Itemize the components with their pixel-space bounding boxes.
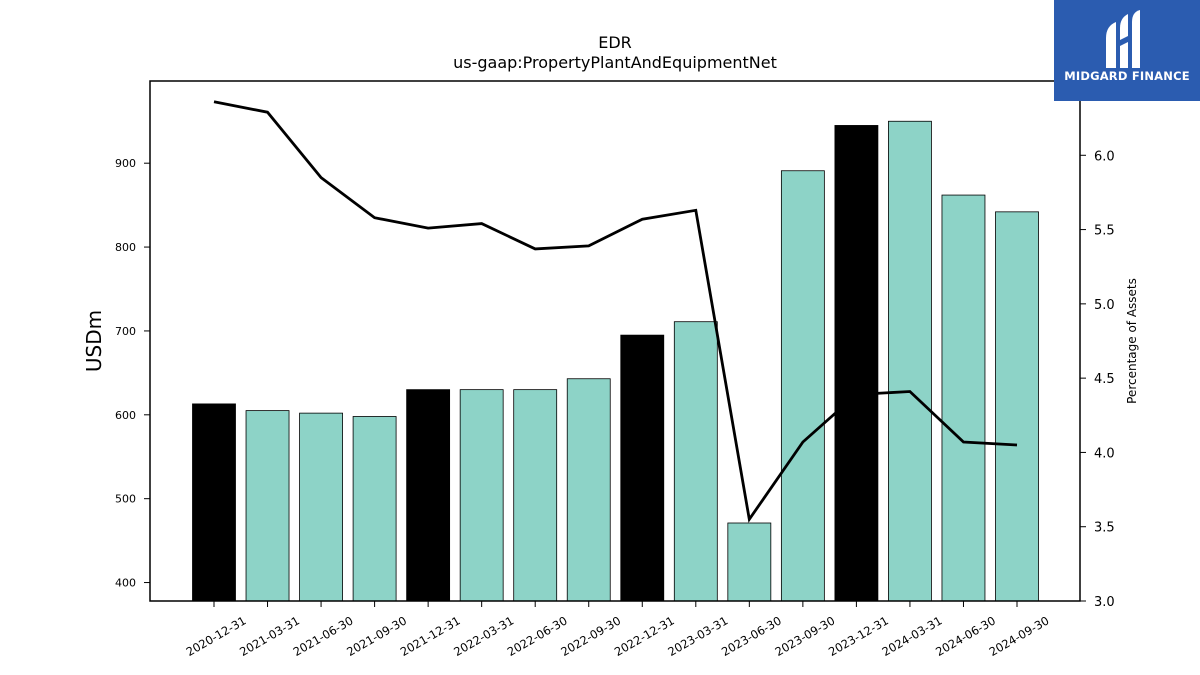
x-tick-label: 2021-06-30: [291, 613, 356, 659]
bar-2021-03-31: [245, 410, 290, 602]
x-tick-label: 2024-03-31: [880, 613, 945, 659]
y-tick-label: 400: [115, 577, 136, 590]
percentage-line: [213, 100, 1018, 523]
x-axis: 2020-12-312021-03-312021-06-302021-09-30…: [184, 601, 1052, 659]
line-group: [213, 100, 1018, 523]
bar-2023-03-31: [673, 321, 718, 602]
bar-2020-12-31: [192, 403, 236, 602]
bar-2021-12-31: [406, 389, 451, 602]
bar-2023-06-30: [727, 522, 772, 602]
bar-2024-06-30: [941, 194, 986, 602]
x-tick-label: 2023-09-30: [772, 613, 837, 659]
x-tick-label: 2022-12-31: [612, 613, 677, 659]
x-tick-label: 2021-09-30: [344, 613, 409, 659]
midgard-finance-logo: MIDGARD FINANCE: [1054, 0, 1200, 101]
x-tick-label: 2023-12-31: [826, 613, 891, 659]
chart-subtitle: us-gaap:PropertyPlantAndEquipmentNet: [453, 53, 777, 72]
y-axis: 400 500 600 700 800 900: [115, 157, 150, 590]
bar-2022-06-30: [513, 389, 558, 602]
bar-2021-09-30: [352, 416, 397, 602]
x-tick-label: 2022-03-31: [451, 613, 516, 659]
plot-frame: [149, 80, 1081, 602]
y2-tick-label: 4.0: [1094, 446, 1115, 461]
y-axis-label: USDm: [82, 310, 106, 372]
bar-2022-03-31: [459, 389, 504, 602]
y2-axis: 3.0 3.5 4.0 4.5 5.0 5.5 6.0: [1080, 149, 1115, 610]
chart-title: EDR: [598, 33, 632, 52]
bar-2024-09-30: [995, 211, 1039, 602]
y-tick-label: 800: [115, 241, 136, 254]
x-tick-label: 2022-06-30: [505, 613, 570, 659]
x-tick-label: 2021-12-31: [398, 613, 463, 659]
y2-tick-label: 5.0: [1094, 298, 1115, 313]
bar-2021-06-30: [299, 412, 343, 602]
y2-tick-label: 3.5: [1094, 521, 1115, 536]
y-tick-label: 500: [115, 493, 136, 506]
x-tick-label: 2024-09-30: [987, 613, 1052, 659]
y2-tick-label: 4.5: [1094, 372, 1115, 387]
x-tick-label: 2021-03-31: [237, 613, 302, 659]
y2-axis-label: Percentage of Assets: [1125, 278, 1139, 404]
bar-2023-12-31: [834, 125, 879, 602]
x-tick-label: 2020-12-31: [184, 613, 249, 659]
y-tick-label: 600: [115, 409, 136, 422]
x-tick-label: 2023-06-30: [719, 613, 784, 659]
x-tick-label: 2023-03-31: [665, 613, 730, 659]
y-tick-label: 900: [115, 157, 136, 170]
bar-2023-09-30: [780, 170, 825, 602]
bar-2022-09-30: [566, 378, 611, 602]
x-tick-label: 2024-06-30: [933, 613, 998, 659]
y-tick-label: 700: [115, 325, 136, 338]
bar-2024-03-31: [888, 120, 932, 602]
y2-tick-label: 3.0: [1094, 595, 1115, 610]
bar-2022-12-31: [620, 334, 665, 602]
y2-tick-label: 6.0: [1094, 149, 1115, 164]
logo-text: MIDGARD FINANCE: [1064, 69, 1190, 83]
bars-group: [192, 120, 1039, 602]
x-tick-label: 2022-09-30: [558, 613, 623, 659]
y2-tick-label: 5.5: [1094, 224, 1115, 239]
logo-mark-icon: [1106, 10, 1140, 68]
